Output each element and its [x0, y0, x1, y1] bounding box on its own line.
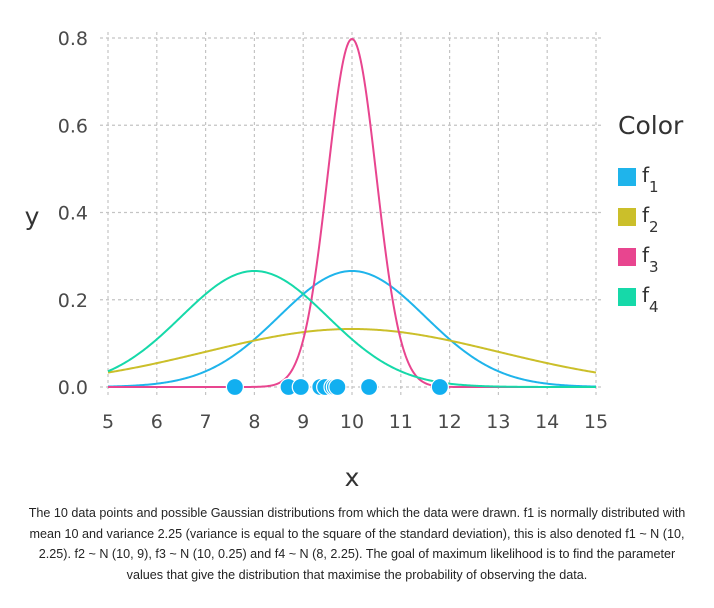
legend-label-f1: f1	[642, 163, 659, 196]
x-tick-label: 7	[200, 411, 212, 433]
chart-figure: 5 6 7 8 9 10 11 12 13 14 15 0.0 0.2 0.4 0.6 0.8 x y Col…	[25, 28, 684, 492]
legend-swatch-f3	[618, 248, 636, 266]
x-axis-title: x	[345, 463, 360, 492]
legend-label-f3: f3	[642, 243, 659, 276]
gaussian-chart: 5 6 7 8 9 10 11 12 13 14 15 0.0 0.2 0.4 0.6 0.8 x y Col…	[25, 28, 684, 492]
series-line-f2	[107, 327, 597, 374]
data-points	[225, 377, 449, 397]
y-tick-label: 0.8	[58, 28, 88, 50]
legend-label-f2: f2	[642, 203, 659, 236]
tick-labels: 5 6 7 8 9 10 11 12 13 14 15 0.0 0.2 0.4 0.6 0.8	[58, 28, 608, 433]
grid	[100, 32, 604, 397]
y-tick-label: 0.0	[58, 377, 88, 399]
legend-swatch-f1	[618, 168, 636, 186]
series-line-f1	[107, 269, 597, 388]
figure-caption: The 10 data points and possible Gaussian…	[28, 506, 686, 582]
data-point	[225, 377, 244, 397]
data-point	[359, 377, 379, 397]
series-line-f4	[107, 269, 596, 388]
x-tick-label: 6	[151, 411, 163, 433]
x-tick-label: 15	[584, 411, 608, 433]
legend-label-f4: f4	[642, 283, 659, 316]
x-tick-label: 5	[102, 411, 114, 433]
legend-swatch-f4	[618, 288, 636, 306]
x-tick-label: 11	[389, 411, 413, 433]
y-tick-label: 0.4	[58, 203, 88, 225]
data-point	[430, 377, 449, 397]
legend-title: Color	[618, 111, 684, 140]
y-axis-title: y	[25, 202, 40, 231]
x-tick-label: 8	[248, 411, 260, 433]
x-tick-label: 14	[535, 411, 559, 433]
data-point	[328, 377, 347, 397]
legend-swatch-f2	[618, 208, 636, 226]
data-point	[291, 377, 310, 397]
y-tick-label: 0.6	[58, 115, 88, 137]
curves	[107, 37, 597, 388]
x-tick-label: 12	[438, 411, 462, 433]
y-tick-label: 0.2	[58, 290, 88, 312]
x-tick-label: 9	[297, 411, 309, 433]
x-tick-label: 10	[340, 411, 364, 433]
legend: f1 f2 f3 f4	[618, 163, 659, 316]
x-tick-label: 13	[486, 411, 510, 433]
